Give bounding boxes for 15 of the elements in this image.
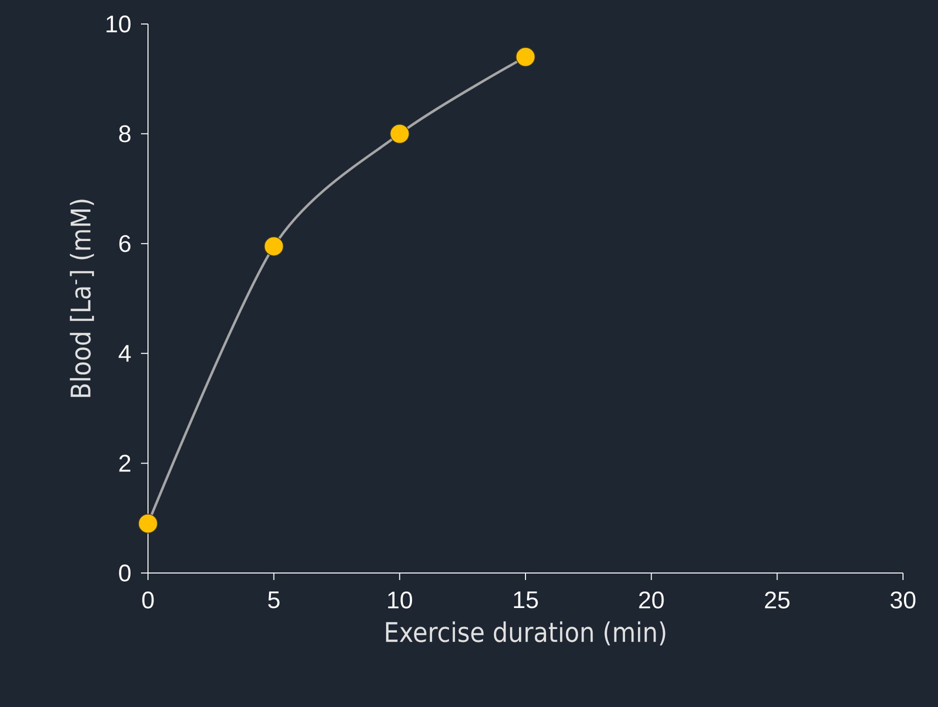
y-axis-title: Blood [La$^{-}$] (mM) — [70, 200, 94, 397]
y-tick-label: 2 — [119, 454, 130, 472]
x-tick-label: 25 — [765, 592, 790, 609]
x-tick-label: 10 — [388, 592, 412, 609]
y-tick-label: 0 — [119, 564, 131, 582]
y-tick-label: 10 — [106, 15, 131, 32]
x-tick-label: 15 — [514, 592, 538, 608]
x-tick-label: 0 — [142, 592, 154, 609]
x-tick-label: 30 — [890, 592, 916, 609]
x-tick-label: 5 — [268, 592, 280, 608]
x-tick-label: 20 — [639, 592, 664, 609]
y-tick-label: 4 — [118, 345, 131, 362]
x-axis-title: Exercise duration (min) — [386, 621, 666, 646]
y-tick-label: 8 — [119, 125, 130, 142]
y-tick-label: 6 — [119, 235, 130, 252]
